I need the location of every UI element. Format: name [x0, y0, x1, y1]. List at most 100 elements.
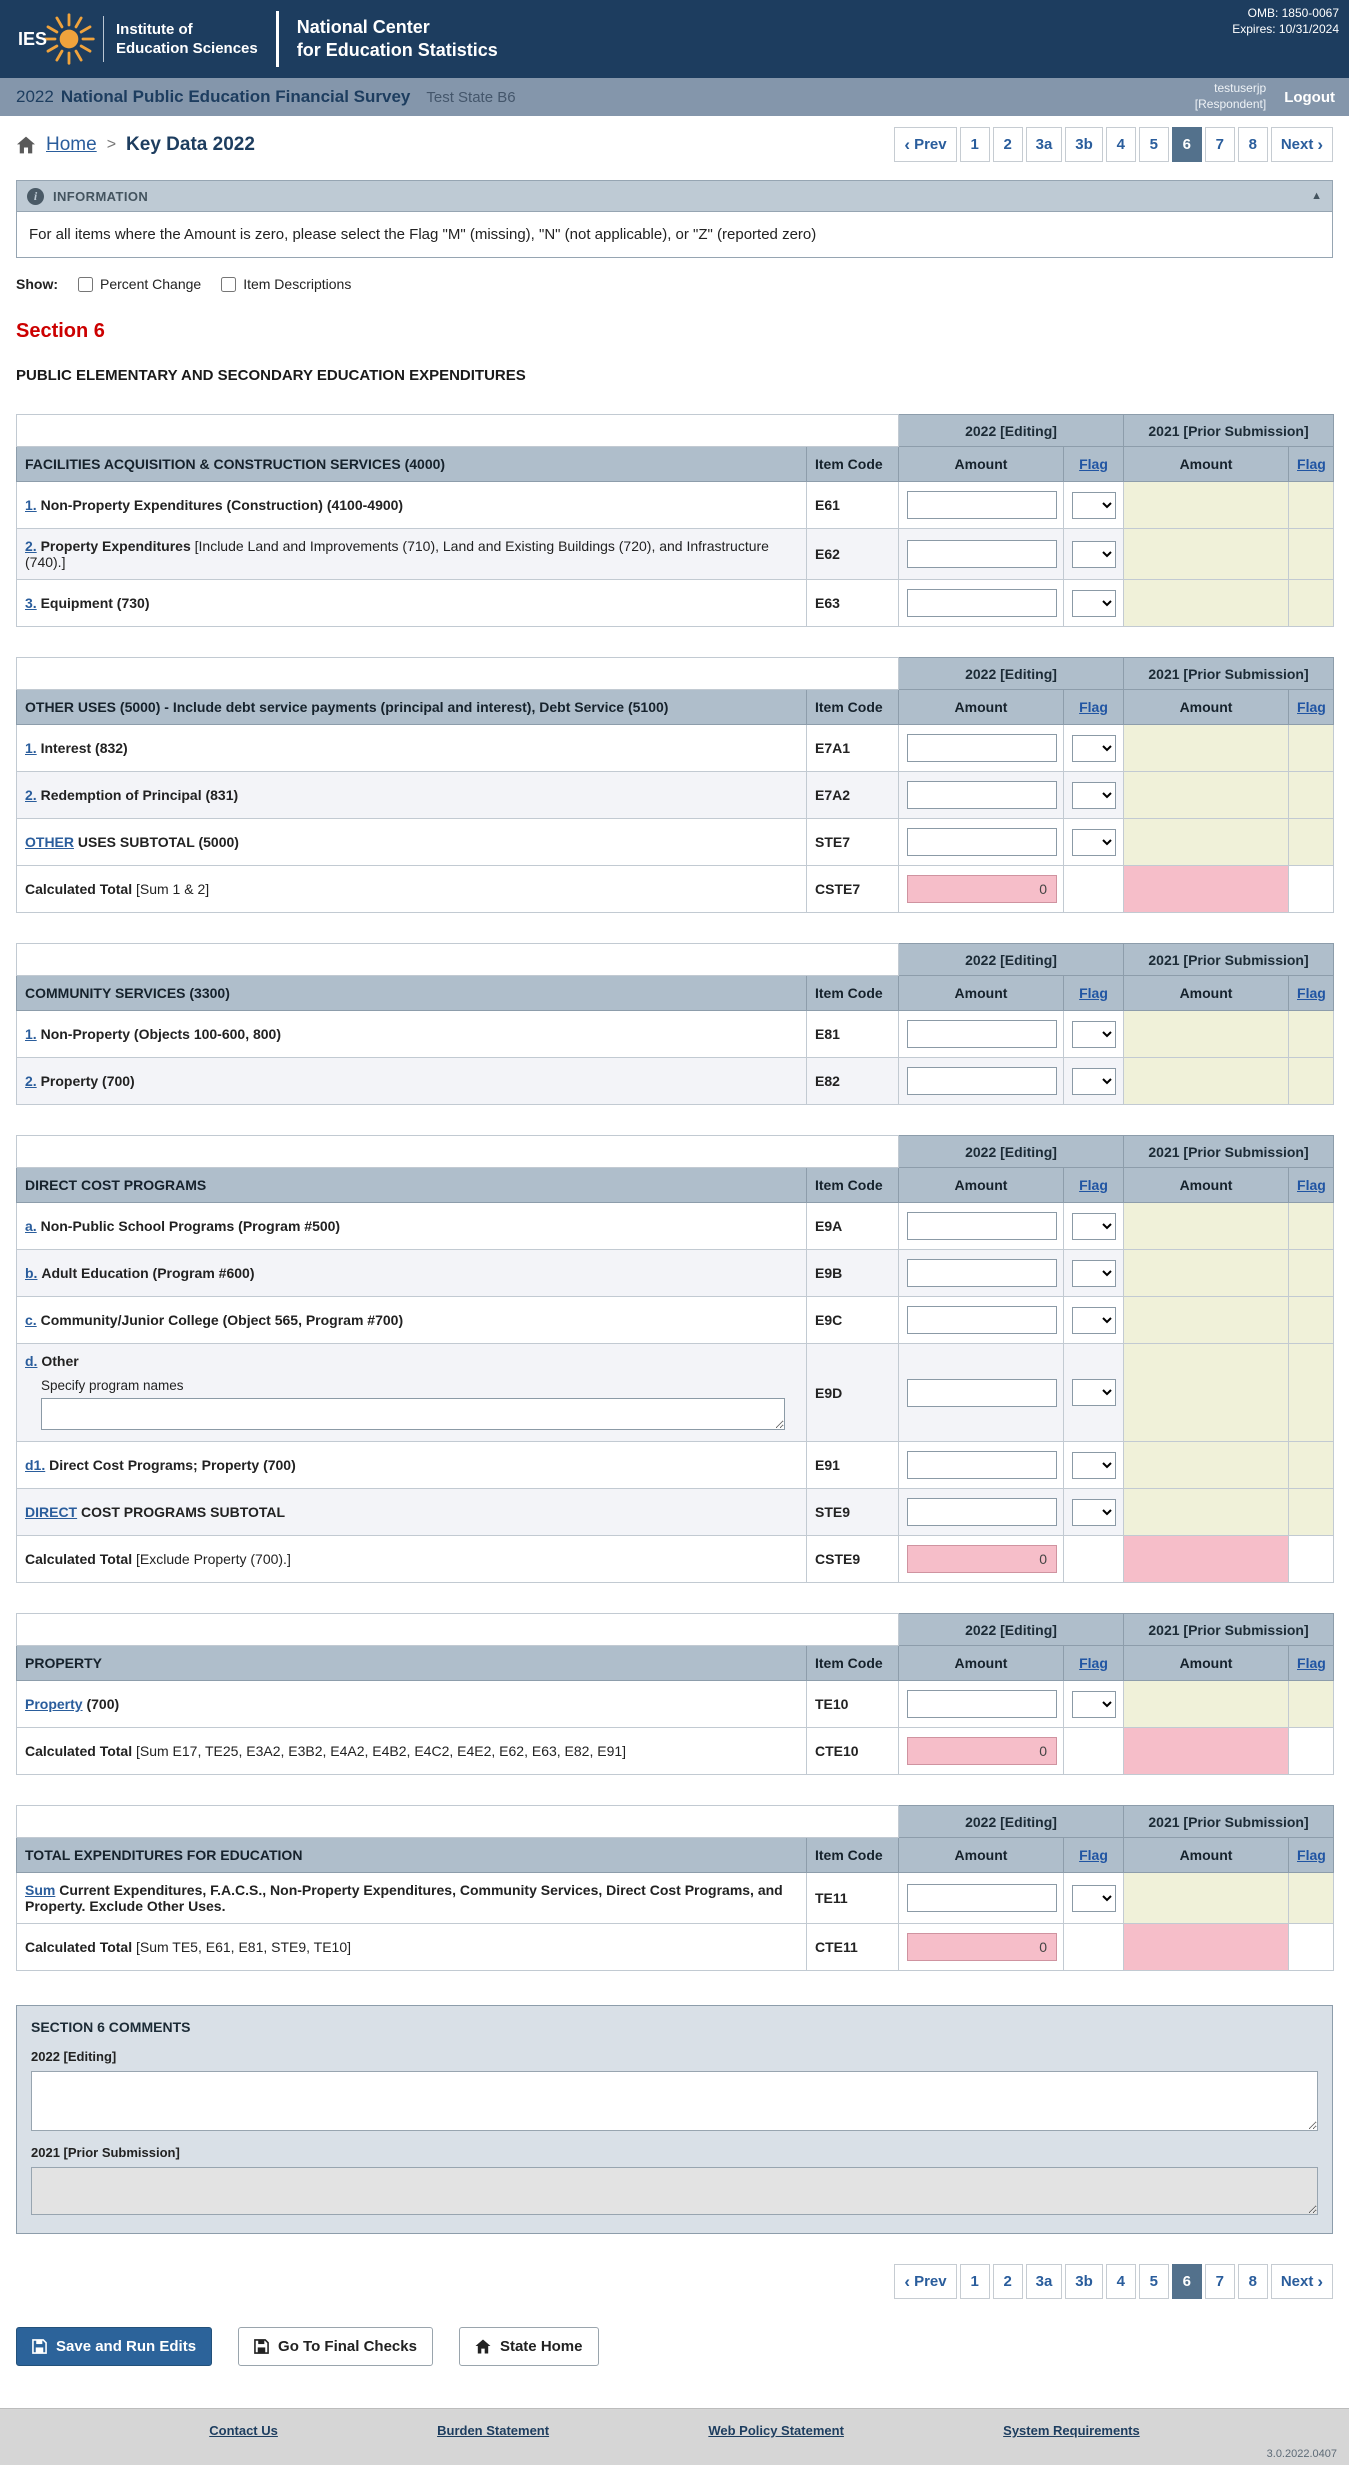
flag-select-E7A1[interactable] [1072, 734, 1116, 762]
pagination-page-6[interactable]: 6 [1171, 2264, 1202, 2299]
flag-2022-header-link[interactable]: Flag [1079, 456, 1108, 472]
amount-input-E9D[interactable] [907, 1378, 1057, 1407]
pagination-prev[interactable]: ‹ Prev [894, 2264, 957, 2299]
row-link-STE9[interactable]: DIRECT [25, 1504, 78, 1520]
row-link-STE7[interactable]: OTHER [25, 834, 74, 850]
flag-2021-header-link[interactable]: Flag [1297, 1177, 1326, 1193]
pagination-page-3a[interactable]: 3a [1025, 127, 1063, 162]
amount-input-TE10[interactable] [907, 1690, 1057, 1718]
pagination-page-7[interactable]: 7 [1204, 2264, 1235, 2299]
pagination-page-5[interactable]: 5 [1138, 127, 1169, 162]
flag-2021-header-link[interactable]: Flag [1297, 699, 1326, 715]
amount-input-E7A2[interactable] [907, 781, 1057, 809]
pagination-page-6[interactable]: 6 [1171, 127, 1202, 162]
footer-link-burden-statement[interactable]: Burden Statement [437, 2423, 550, 2438]
flag-2022-header-link[interactable]: Flag [1079, 985, 1108, 1001]
flag-2021-header-link[interactable]: Flag [1297, 985, 1326, 1001]
row-link-E9C[interactable]: c. [25, 1312, 37, 1328]
pagination-page-4[interactable]: 4 [1105, 2264, 1136, 2299]
amount-input-STE9[interactable] [907, 1498, 1057, 1526]
amount-input-E9B[interactable] [907, 1259, 1057, 1287]
row-link-E61[interactable]: 1. [25, 497, 37, 513]
pagination-page-4[interactable]: 4 [1105, 127, 1136, 162]
flag-select-E9B[interactable] [1072, 1259, 1116, 1287]
pagination-page-1[interactable]: 1 [959, 2264, 990, 2299]
comments-2022-textarea[interactable] [31, 2071, 1318, 2131]
row-link-E62[interactable]: 2. [25, 538, 37, 554]
flag-select-E62[interactable] [1072, 540, 1116, 568]
pagination-page-8[interactable]: 8 [1237, 127, 1268, 162]
flag-2021-header-link[interactable]: Flag [1297, 1847, 1326, 1863]
pagination-page-1[interactable]: 1 [959, 127, 990, 162]
pagination-prev[interactable]: ‹ Prev [894, 127, 957, 162]
percent-change-checkbox[interactable] [78, 276, 93, 292]
pagination-next[interactable]: Next › [1270, 2264, 1333, 2299]
flag-select-E9D[interactable] [1072, 1379, 1116, 1406]
breadcrumb-home-link[interactable]: Home [46, 133, 97, 155]
amount-input-E91[interactable] [907, 1451, 1057, 1479]
flag-select-E63[interactable] [1072, 589, 1116, 617]
comments-2021-textarea[interactable] [31, 2167, 1318, 2215]
pagination-page-3b[interactable]: 3b [1065, 127, 1103, 162]
flag-select-E9C[interactable] [1072, 1306, 1116, 1334]
flag-select-E91[interactable] [1072, 1451, 1116, 1479]
footer-link-system-requirements[interactable]: System Requirements [1003, 2423, 1140, 2438]
row-link-TE11[interactable]: Sum [25, 1882, 56, 1898]
row-link-E91[interactable]: d1. [25, 1457, 46, 1473]
collapse-panel-icon[interactable]: ▲ [1311, 190, 1322, 202]
pagination-page-8[interactable]: 8 [1237, 2264, 1268, 2299]
flag-select-E82[interactable] [1072, 1067, 1116, 1095]
pagination-page-7[interactable]: 7 [1204, 127, 1235, 162]
footer-link-contact-us[interactable]: Contact Us [209, 2423, 278, 2438]
row-link-E7A1[interactable]: 1. [25, 740, 37, 756]
show-option-percent-change[interactable]: Percent Change [78, 276, 201, 292]
flag-2021-header-link[interactable]: Flag [1297, 1655, 1326, 1671]
logout-link[interactable]: Logout [1284, 88, 1335, 106]
row-link-E63[interactable]: 3. [25, 595, 37, 611]
amount-input-E63[interactable] [907, 589, 1057, 617]
amount-input-E9C[interactable] [907, 1306, 1057, 1334]
amount-input-E61[interactable] [907, 491, 1057, 519]
flag-select-STE7[interactable] [1072, 828, 1116, 856]
flag-2022-header-link[interactable]: Flag [1079, 1655, 1108, 1671]
amount-input-TE11[interactable] [907, 1884, 1057, 1912]
save-and-run-edits-button[interactable]: Save and Run Edits [16, 2327, 213, 2366]
row-link-E7A2[interactable]: 2. [25, 787, 37, 803]
show-option-item-descriptions[interactable]: Item Descriptions [221, 276, 351, 292]
flag-2022-header-link[interactable]: Flag [1079, 1847, 1108, 1863]
flag-select-E81[interactable] [1072, 1020, 1116, 1048]
pagination-page-3b[interactable]: 3b [1065, 2264, 1103, 2299]
program-names-textarea[interactable] [41, 1398, 785, 1430]
amount-input-STE7[interactable] [907, 828, 1057, 856]
row-link-E81[interactable]: 1. [25, 1026, 37, 1042]
amount-input-E9A[interactable] [907, 1212, 1057, 1240]
row-link-TE10[interactable]: Property [25, 1696, 83, 1712]
flag-select-E7A2[interactable] [1072, 781, 1116, 809]
pagination-next[interactable]: Next › [1270, 127, 1333, 162]
flag-select-TE11[interactable] [1072, 1884, 1116, 1912]
go-to-final-checks-button[interactable]: Go To Final Checks [238, 2327, 433, 2366]
pagination-page-2[interactable]: 2 [992, 2264, 1023, 2299]
item-descriptions-checkbox[interactable] [221, 276, 237, 292]
amount-input-E7A1[interactable] [907, 734, 1057, 762]
pagination-page-2[interactable]: 2 [992, 127, 1023, 162]
row-link-E9D[interactable]: d. [25, 1353, 38, 1369]
amount-input-E82[interactable] [907, 1067, 1057, 1095]
row-link-E9A[interactable]: a. [25, 1218, 37, 1234]
state-home-button[interactable]: State Home [458, 2327, 599, 2366]
flag-select-E61[interactable] [1072, 491, 1116, 519]
amount-input-E62[interactable] [907, 540, 1057, 568]
calculated-amount-2022-CTE10: 0 [898, 1727, 1064, 1775]
flag-2021-header-link[interactable]: Flag [1297, 456, 1326, 472]
row-link-E82[interactable]: 2. [25, 1073, 37, 1089]
pagination-page-3a[interactable]: 3a [1025, 2264, 1063, 2299]
flag-select-TE10[interactable] [1072, 1690, 1116, 1718]
flag-select-E9A[interactable] [1072, 1212, 1116, 1240]
flag-select-STE9[interactable] [1072, 1498, 1116, 1526]
amount-input-E81[interactable] [907, 1020, 1057, 1048]
footer-link-web-policy-statement[interactable]: Web Policy Statement [708, 2423, 844, 2438]
pagination-page-5[interactable]: 5 [1138, 2264, 1169, 2299]
row-link-E9B[interactable]: b. [25, 1265, 38, 1281]
flag-2022-header-link[interactable]: Flag [1079, 1177, 1108, 1193]
flag-2022-header-link[interactable]: Flag [1079, 699, 1108, 715]
